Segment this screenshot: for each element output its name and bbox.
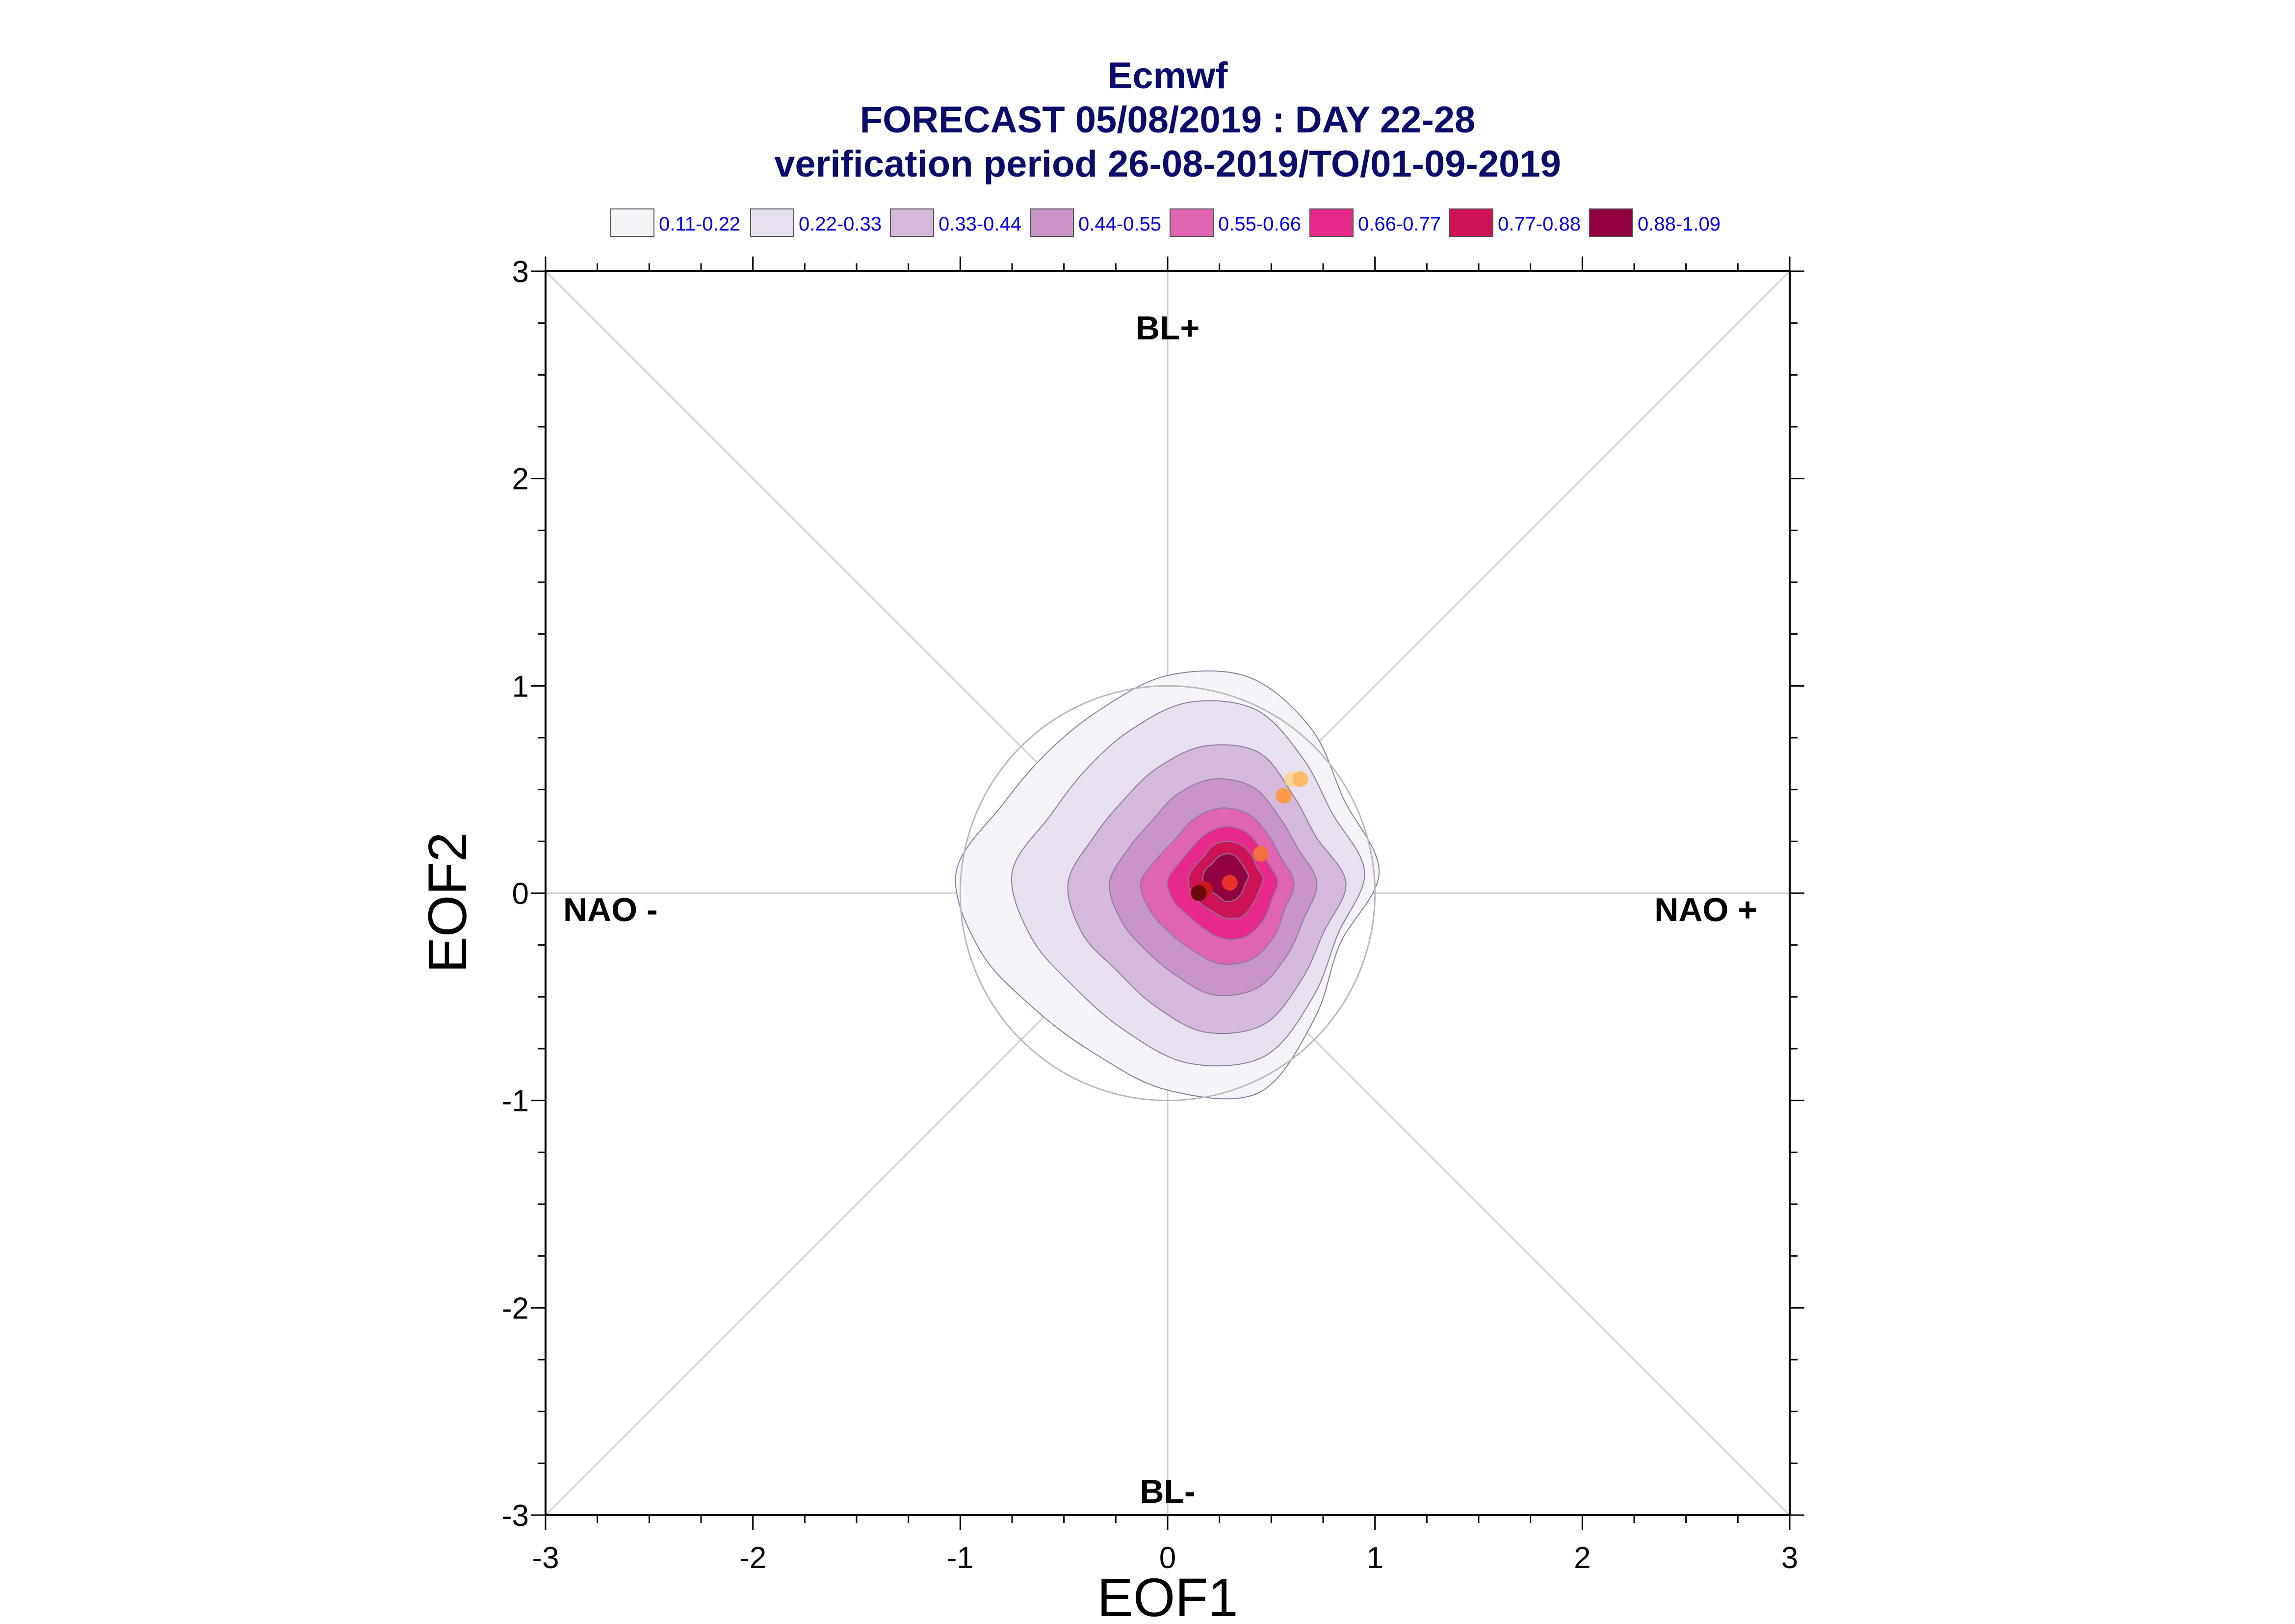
y-tick-label: -3 <box>502 1499 529 1533</box>
x-tick-label: 1 <box>1366 1541 1383 1575</box>
legend-label: 0.11-0.22 <box>659 213 740 235</box>
density-legend: 0.11-0.22 0.22-0.33 0.33-0.44 0.44-0.55 0.55… <box>610 208 1721 237</box>
y-tick-label: 0 <box>512 877 529 911</box>
regime-label-nao-plus: NAO + <box>1654 891 1757 928</box>
legend-label: 0.33-0.44 <box>939 213 1021 235</box>
x-tick-label: -3 <box>532 1541 559 1575</box>
regime-label-bl-plus: BL+ <box>1136 309 1200 347</box>
data-point <box>1276 788 1292 804</box>
title-line-3: verification period 26-08-2019/TO/01-09-… <box>774 143 1561 185</box>
legend-swatch <box>1170 208 1214 237</box>
legend-label: 0.55-0.66 <box>1218 213 1301 235</box>
legend-swatch <box>1030 208 1074 237</box>
legend-label: 0.88-1.09 <box>1638 213 1721 235</box>
y-tick-label: -1 <box>502 1084 529 1118</box>
y-tick-label: 2 <box>512 463 529 496</box>
chart-title: Ecmwf FORECAST 05/08/2019 : DAY 22-28 ve… <box>774 55 1561 185</box>
reference-circle <box>959 685 1376 1102</box>
y-tick-label: -2 <box>502 1291 529 1325</box>
legend-swatch <box>1309 208 1354 237</box>
density-contours <box>955 670 1380 1102</box>
x-tick-label: 0 <box>1159 1541 1176 1575</box>
y-tick-label: 3 <box>512 255 529 289</box>
x-tick-label: -1 <box>947 1541 974 1575</box>
legend-swatch <box>610 208 654 237</box>
legend-swatch <box>1589 208 1633 237</box>
data-point <box>1253 846 1269 862</box>
x-tick-label: 3 <box>1781 1541 1798 1575</box>
x-axis-title: EOF1 <box>1097 1568 1238 1624</box>
y-tick-label: 1 <box>512 670 529 703</box>
x-tick-label: -2 <box>739 1541 766 1575</box>
legend-swatch <box>890 208 934 237</box>
legend-swatch <box>750 208 794 237</box>
legend-label: 0.22-0.33 <box>799 213 882 235</box>
regime-label-nao-minus: NAO - <box>563 891 658 928</box>
data-point <box>1292 771 1308 787</box>
data-point <box>1191 885 1207 901</box>
axis-ticks: -3 -2 -1 0 1 2 3 -3 -2 -1 0 1 2 3 <box>502 255 1804 1575</box>
title-line-2: FORECAST 05/08/2019 : DAY 22-28 <box>860 99 1476 141</box>
legend-label: 0.44-0.55 <box>1078 213 1161 235</box>
legend-swatch <box>1449 208 1493 237</box>
plot-area: -3 -2 -1 0 1 2 3 -3 -2 -1 0 1 2 3 <box>502 255 1804 1575</box>
y-axis-title: EOF2 <box>417 832 478 973</box>
x-tick-label: 2 <box>1574 1541 1591 1575</box>
legend-label: 0.66-0.77 <box>1358 213 1441 235</box>
title-line-1: Ecmwf <box>1108 55 1228 97</box>
regime-label-bl-minus: BL- <box>1140 1473 1195 1510</box>
data-point <box>1222 875 1238 891</box>
legend-label: 0.77-0.88 <box>1498 213 1581 235</box>
forecast-points <box>1191 771 1308 901</box>
